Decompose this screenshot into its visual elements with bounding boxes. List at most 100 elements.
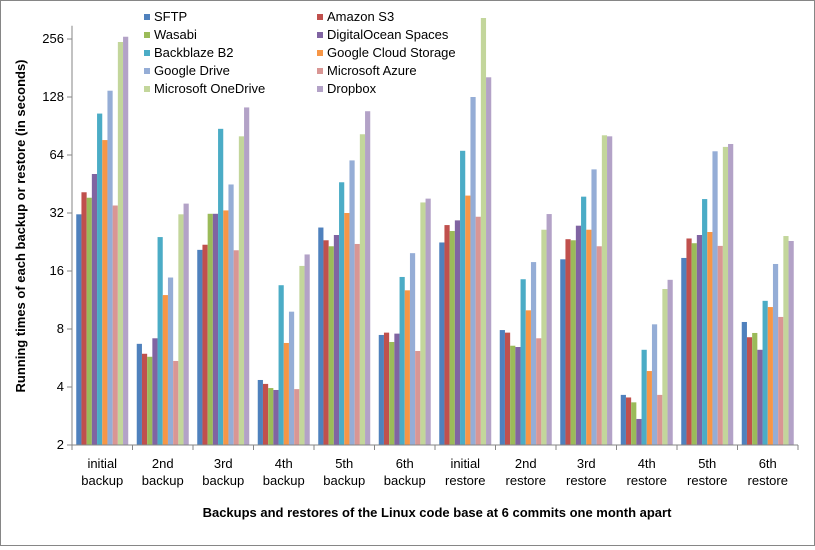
bar-sftp (560, 259, 566, 445)
bar-wasabi (631, 402, 637, 445)
bar-sftp (197, 249, 203, 445)
y-axis-title: Running times of each backup or restore … (13, 59, 28, 392)
bar-amazon-s3 (141, 353, 148, 445)
bar-backblaze-b2 (157, 237, 163, 445)
bar-microsoft-azure (233, 250, 239, 445)
bar-google-drive (349, 160, 355, 446)
bar-microsoft-azure (112, 205, 118, 445)
bar-google-cloud-storage (102, 140, 108, 445)
legend-swatch (317, 86, 323, 92)
bar-wasabi (691, 243, 697, 445)
x-tick-label: restore (566, 473, 606, 488)
x-tick-label: 4th (275, 456, 293, 471)
y-tick-label: 8 (57, 321, 64, 336)
legend-label: Microsoft Azure (327, 63, 417, 78)
bar-microsoft-onedrive (178, 214, 184, 445)
bar-wasabi (86, 197, 92, 445)
bar-backblaze-b2 (520, 279, 526, 445)
bar-amazon-s3 (565, 239, 571, 445)
bar-google-drive (470, 97, 476, 445)
bars-layer (76, 18, 794, 446)
bar-microsoft-onedrive (722, 146, 729, 446)
bar-microsoft-azure (778, 316, 784, 445)
bar-google-drive (107, 90, 113, 446)
bar-google-drive (772, 263, 779, 445)
legend-swatch (144, 86, 150, 92)
bar-amazon-s3 (202, 244, 208, 445)
x-tick-label: 6th (396, 456, 414, 471)
bar-amazon-s3 (504, 332, 511, 445)
bar-microsoft-onedrive (359, 134, 366, 446)
bar-google-drive (591, 169, 597, 445)
bar-digitalocean-spaces (696, 235, 703, 445)
bar-dropbox (607, 136, 613, 445)
legend-label: Wasabi (154, 27, 197, 42)
bar-microsoft-onedrive (420, 202, 426, 445)
bar-google-cloud-storage (465, 195, 471, 445)
x-tick-label: backup (323, 473, 365, 488)
bar-backblaze-b2 (97, 113, 103, 445)
x-tick-label: 5th (335, 456, 353, 471)
x-tick-label: 3rd (214, 456, 233, 471)
bar-dropbox (425, 198, 431, 445)
x-tick-label: restore (687, 473, 727, 488)
bar-google-cloud-storage (586, 229, 592, 445)
bar-amazon-s3 (383, 332, 390, 445)
bar-sftp (741, 321, 747, 445)
legend-swatch (317, 32, 323, 38)
bar-google-cloud-storage (404, 290, 410, 445)
legend-label: Microsoft OneDrive (154, 81, 265, 96)
bar-digitalocean-spaces (394, 333, 400, 445)
bar-dropbox (365, 111, 371, 445)
bar-google-cloud-storage (223, 210, 229, 445)
bar-microsoft-onedrive (601, 135, 608, 445)
bar-sftp (620, 394, 626, 445)
bar-google-cloud-storage (525, 310, 531, 445)
bar-sftp (318, 227, 324, 445)
bar-microsoft-azure (475, 216, 481, 445)
bar-dropbox (667, 279, 673, 445)
bar-google-cloud-storage (767, 307, 773, 445)
x-tick-label: 6th (759, 456, 777, 471)
bar-google-drive (530, 262, 537, 445)
bar-digitalocean-spaces (575, 225, 582, 445)
bar-digitalocean-spaces (273, 389, 279, 445)
x-tick-label: restore (748, 473, 788, 488)
x-tick-label: initial (450, 456, 480, 471)
bar-dropbox (486, 77, 492, 445)
bar-google-cloud-storage (344, 213, 350, 445)
bar-amazon-s3 (625, 397, 632, 445)
bar-wasabi (752, 332, 758, 445)
x-tick-label: 2nd (515, 456, 537, 471)
bar-google-drive (712, 151, 718, 445)
legend-swatch (144, 50, 150, 56)
bar-microsoft-onedrive (783, 236, 789, 445)
bar-google-drive (228, 184, 234, 445)
y-tick-label: 128 (42, 89, 64, 104)
bar-sftp (257, 379, 263, 445)
bar-digitalocean-spaces (515, 347, 521, 445)
legend-label: Google Drive (154, 63, 230, 78)
bar-backblaze-b2 (218, 128, 224, 445)
legend-swatch (317, 68, 323, 74)
bar-microsoft-azure (415, 351, 421, 445)
bar-wasabi (147, 356, 153, 445)
bar-google-cloud-storage (707, 231, 713, 445)
bar-dropbox (304, 254, 310, 445)
bar-wasabi (328, 246, 334, 445)
y-tick-label: 4 (57, 379, 64, 394)
x-tick-label: initial (87, 456, 117, 471)
bar-wasabi (389, 341, 395, 445)
legend-label: Dropbox (327, 81, 377, 96)
bar-digitalocean-spaces (152, 338, 158, 445)
x-tick-label: backup (384, 473, 426, 488)
legend-label: Backblaze B2 (154, 45, 234, 60)
x-tick-label: backup (142, 473, 184, 488)
bar-backblaze-b2 (460, 150, 466, 445)
y-tick-label: 16 (50, 263, 64, 278)
bar-dropbox (244, 107, 250, 445)
bar-google-drive (288, 311, 295, 445)
x-tick-label: 4th (638, 456, 656, 471)
bar-dropbox (546, 214, 552, 445)
bar-microsoft-azure (657, 394, 663, 445)
